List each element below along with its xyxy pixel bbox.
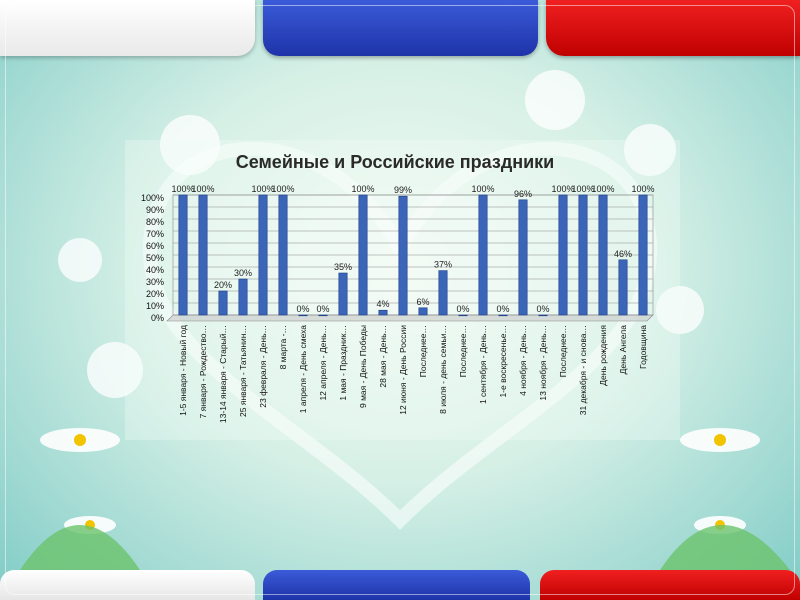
flag-stripe-red-top [546,0,800,56]
y-tick-label: 70% [146,229,164,239]
bar [418,307,428,316]
data-label: 100% [171,184,194,194]
daisy-flower-left [58,115,220,398]
data-label: 0% [296,304,309,314]
bar [578,194,588,316]
bar [218,290,228,316]
data-label: 100% [591,184,614,194]
flag-stripe-white-top [0,0,255,56]
category-label: 1 мая - Праздник… [338,325,348,401]
category-label: 28 мая - День… [378,325,388,388]
bar [478,194,488,316]
category-label: Годовщина [638,325,648,369]
data-label: 0% [536,304,549,314]
data-label: 100% [631,184,654,194]
data-label: 4% [376,299,389,309]
bar [538,314,548,317]
bar [198,194,208,316]
bar [638,194,648,316]
y-tick-label: 80% [146,217,164,227]
data-label: 100% [351,184,374,194]
data-label: 0% [496,304,509,314]
bar [598,194,608,316]
data-label: 37% [434,260,452,270]
category-label: 1-5 января - Новый год [178,325,188,416]
bar [438,270,448,316]
category-label: Последнее… [418,325,428,377]
flag-stripe-blue-top [263,0,538,56]
bar [298,314,308,317]
category-label: 12 апреля - День… [318,325,328,401]
data-label: 0% [456,304,469,314]
category-label: 8 июля - день семьи… [438,325,448,414]
y-tick-label: 10% [146,301,164,311]
category-label: 4 ноября - День… [518,325,528,396]
category-label: 12 июня - День России [398,325,408,415]
bar [318,314,328,317]
bar [618,259,628,316]
flag-stripe-white-bottom [0,570,255,600]
y-tick-label: 20% [146,289,164,299]
bar [498,314,508,317]
data-label: 100% [271,184,294,194]
category-label: 1 апреля - День смеха [298,325,308,413]
data-label: 35% [334,262,352,272]
bar [238,278,248,316]
y-tick-label: 0% [151,313,164,323]
data-label: 100% [251,184,274,194]
bar [258,194,268,316]
category-label: День рождения [598,325,608,386]
category-label: Последнее… [458,325,468,377]
category-label: 1-е воскресенье… [498,325,508,398]
bar [338,272,348,316]
data-label: 100% [571,184,594,194]
data-label: 0% [316,304,329,314]
y-tick-label: 100% [141,193,164,203]
flag-stripe-blue-bottom [263,570,530,600]
category-label: 13-14 января - Старый… [218,325,228,423]
y-tick-label: 30% [146,277,164,287]
data-label: 100% [471,184,494,194]
chart-container: Семейные и Российские праздники 0% 10% 20%… [125,140,680,440]
category-label: День Ангела [618,325,628,375]
chart-title: Семейные и Российские праздники [236,152,555,172]
data-label: 46% [614,249,632,259]
flag-stripe-red-bottom [540,570,800,600]
data-label: 100% [551,184,574,194]
bar [278,194,288,316]
category-label: 8 марта -… [278,325,288,369]
data-label: 96% [514,189,532,199]
y-tick-label: 50% [146,253,164,263]
bar [458,314,468,317]
y-tick-label: 90% [146,205,164,215]
category-label: 31 декабря - и снова… [578,325,588,415]
meadow-flowers [20,428,790,570]
bar [378,309,388,316]
data-label: 6% [416,297,429,307]
plot-area: 0%10%20%30%40%50%60%70%80%90%100%100%1-5… [141,184,655,423]
category-label: 25 января - Татьянин… [238,325,248,417]
category-label: 7 января - Рождество… [198,325,208,418]
data-label: 99% [394,185,412,195]
category-label: 23 февраля - День… [258,325,268,408]
y-tick-label: 40% [146,265,164,275]
data-label: 100% [191,184,214,194]
bar [398,195,408,316]
bar-chart: Семейные и Российские праздники 0% 10% 20%… [141,152,655,423]
category-label: Последнее… [558,325,568,377]
data-label: 20% [214,280,232,290]
y-tick-label: 60% [146,241,164,251]
bar [558,194,568,316]
bar [518,199,528,316]
category-label: 13 ноября - День… [538,325,548,401]
bar [358,194,368,316]
plot-floor [166,314,654,322]
category-label: 9 мая - День Победы [358,325,368,408]
category-label: 1 сентября - День… [478,325,488,404]
daisy-flower-right [525,70,704,334]
data-label: 30% [234,268,252,278]
bar [178,194,188,316]
